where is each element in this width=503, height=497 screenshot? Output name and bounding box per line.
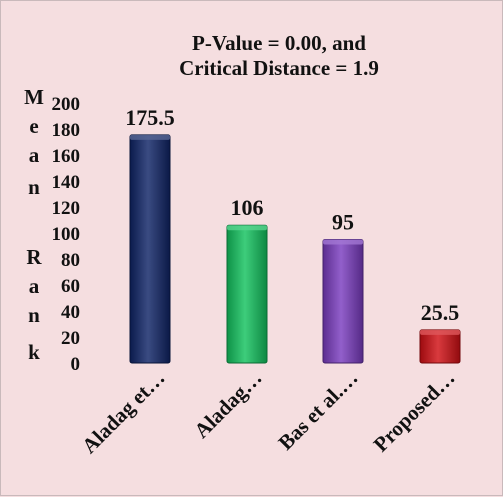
y-tick-label: 160 [52,146,81,167]
data-label: 95 [332,210,354,235]
title-line-1: P-Value = 0.00, and [192,31,366,55]
y-tick-label: 60 [61,276,80,297]
bar-cap [323,239,363,245]
y-tick-label: 200 [52,94,81,115]
bar [322,239,364,364]
bar-cap [420,329,460,335]
data-labels: 175.5 106 95 25.5 [125,105,459,325]
x-tick-label: Aladag… [189,366,266,443]
bar-cap [130,134,170,140]
bar [129,134,171,364]
bar [226,224,268,364]
y-axis-label-letter: e [29,114,38,138]
y-axis-label-letter: R [26,245,42,269]
bar-cap [227,225,267,231]
y-axis-label-letter: k [28,340,40,364]
y-tick-label: 0 [71,354,81,375]
y-axis-label-letter: a [29,143,40,167]
y-axis-label-letter: n [28,303,40,327]
chart-title: P-Value = 0.00, and Critical Distance = … [179,31,379,80]
y-tick-label: 40 [61,302,80,323]
data-label: 175.5 [125,105,175,130]
bars [129,134,461,364]
y-tick-label: 100 [52,224,81,245]
data-label: 106 [231,195,264,220]
y-axis-label-letter: M [24,85,44,109]
x-tick-label: Bas et al.… [273,366,362,455]
data-label: 25.5 [421,300,460,325]
y-axis-label-letter: a [29,274,40,298]
y-tick-label: 120 [52,198,81,219]
x-axis-labels: Aladag et… Aladag… Bas et al.… Proposed… [77,366,459,458]
x-tick-label: Aladag et… [77,366,169,458]
y-tick-label: 20 [61,328,80,349]
y-axis-label-letter: n [28,175,40,199]
y-tick-label: 180 [52,120,81,141]
y-tick-label: 80 [61,250,80,271]
y-axis-ticks: 0 20 40 60 80 100 120 140 160 180 200 [52,94,81,375]
x-tick-label: Proposed… [369,366,460,457]
title-line-2: Critical Distance = 1.9 [179,56,379,80]
y-tick-label: 140 [52,172,81,193]
